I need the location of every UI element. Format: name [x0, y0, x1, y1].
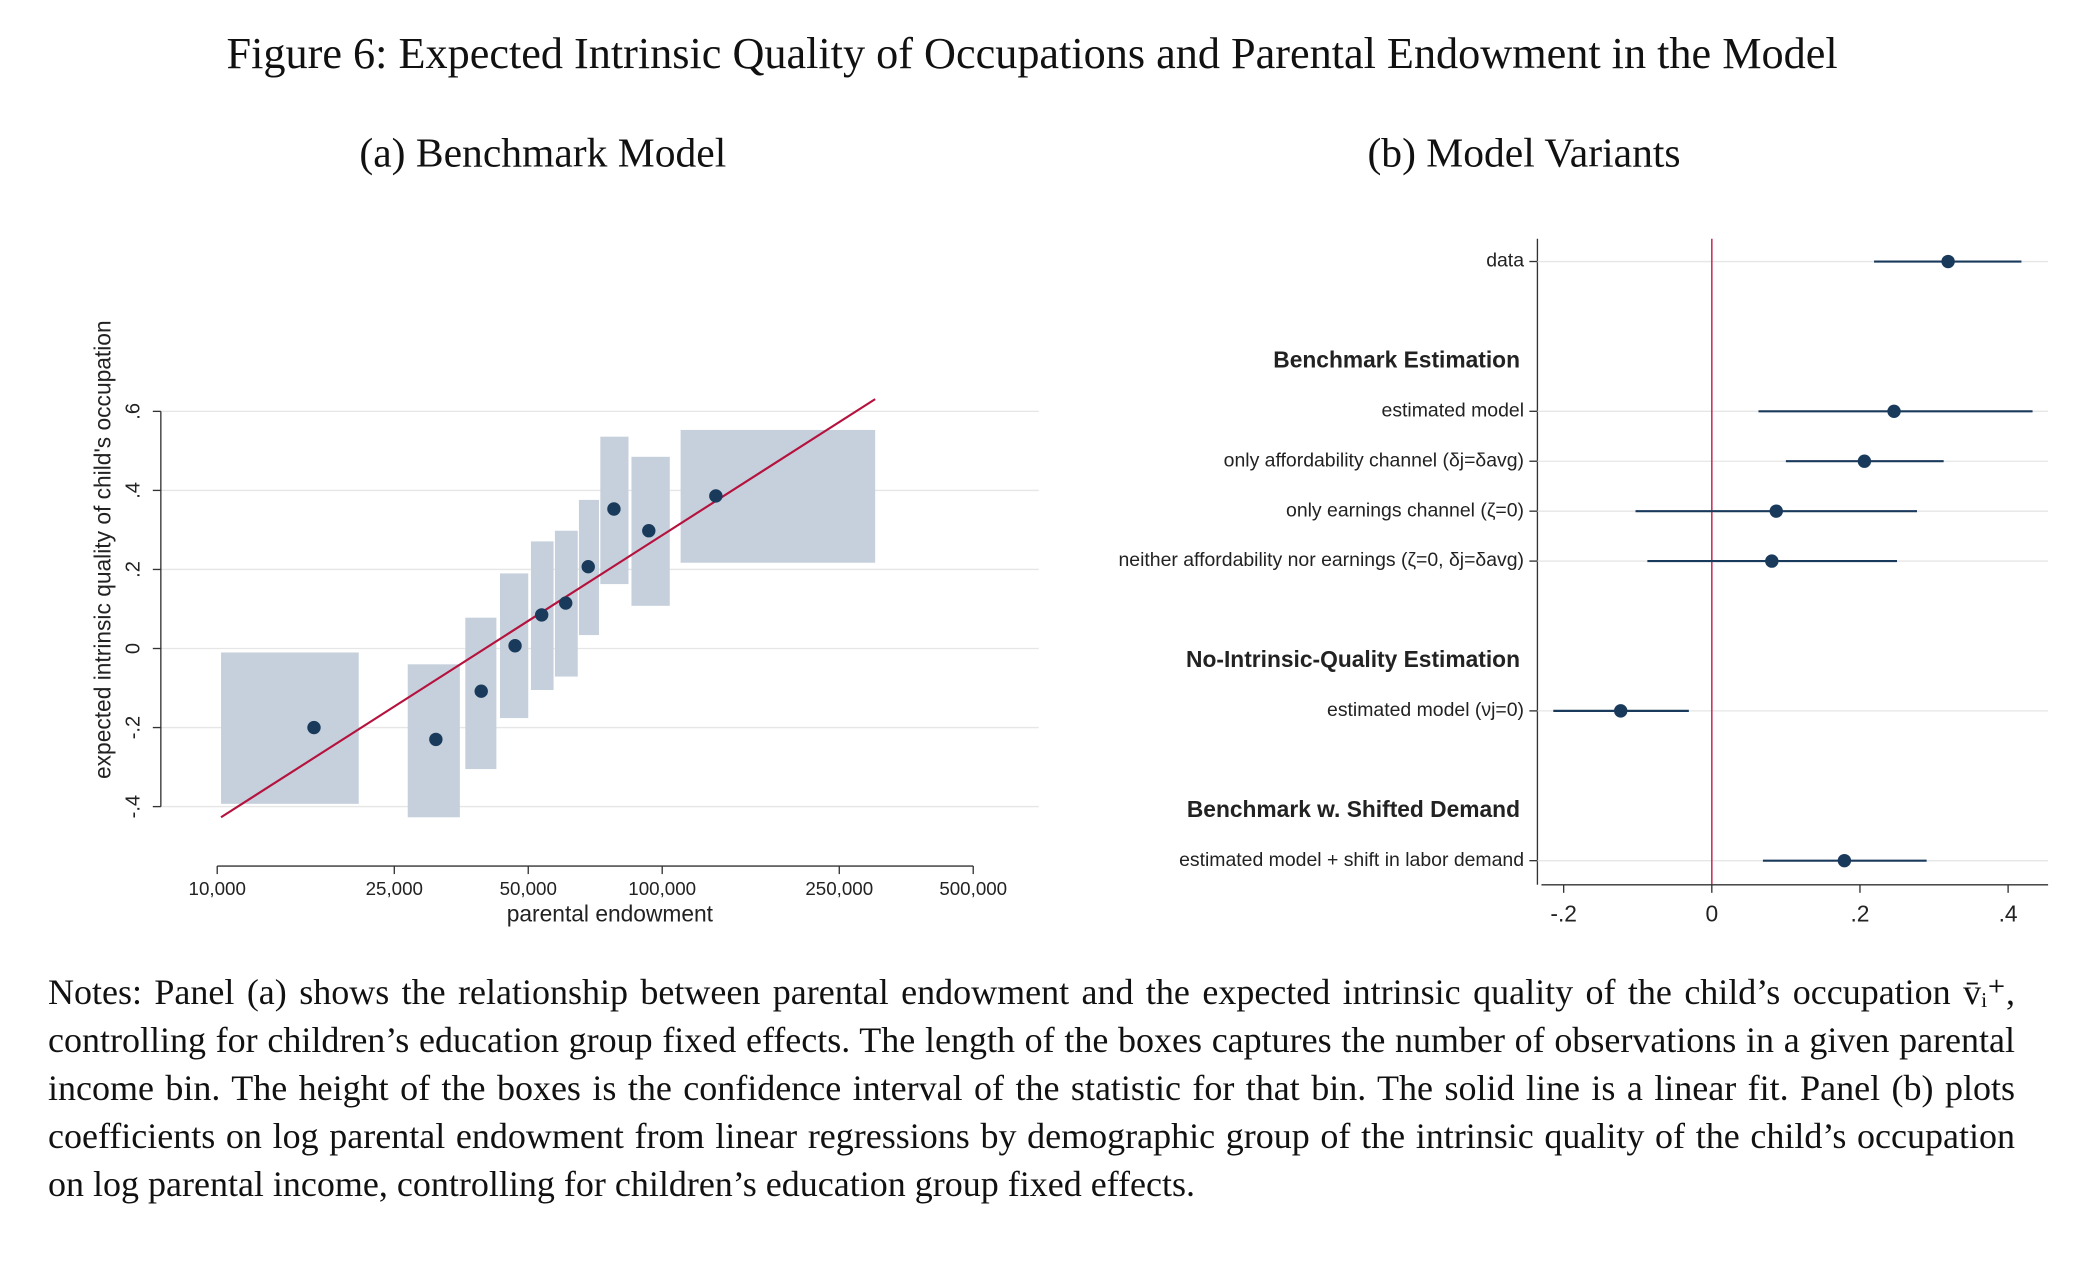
point: [581, 559, 595, 574]
x-tick-label: .4: [1999, 901, 2018, 927]
point: [508, 639, 522, 653]
y-tick-label: .4: [122, 482, 144, 499]
x-tick-label: 25,000: [366, 878, 423, 899]
point: [642, 524, 656, 538]
x-axis-title: parental endowment: [507, 901, 714, 927]
figure-title: Figure 6: Expected Intrinsic Quality of …: [227, 29, 1838, 78]
x-tick-label: -.2: [1550, 901, 1577, 927]
point: [534, 608, 549, 622]
point: [429, 732, 443, 747]
group-header: Benchmark w. Shifted Demand: [1187, 796, 1520, 822]
group-header: No-Intrinsic-Quality Estimation: [1186, 646, 1520, 672]
x-tick-label: .2: [1850, 901, 1869, 927]
y-tick-label: only earnings channel (ζ=0): [1286, 499, 1524, 521]
point: [559, 596, 573, 610]
y-tick-label: estimated model + shift in labor demand: [1179, 849, 1524, 871]
point: [1941, 254, 1955, 269]
panel-title: (a) Benchmark Model: [359, 129, 726, 176]
point: [607, 502, 621, 516]
x-tick-label: 10,000: [189, 878, 246, 899]
panel-title: (b) Model Variants: [1367, 129, 1680, 176]
fit-line: [220, 398, 876, 819]
notes: Notes: Panel (a) shows the relationship …: [48, 972, 2015, 1204]
y-tick-label: -.4: [122, 795, 144, 818]
group-header: Benchmark Estimation: [1273, 346, 1520, 372]
y-tick-label: neither affordability nor earnings (ζ=0,…: [1118, 549, 1524, 571]
x-tick-label: 100,000: [628, 878, 696, 899]
x-tick-label: 250,000: [805, 878, 873, 899]
point: [1837, 853, 1852, 868]
point: [1769, 504, 1783, 518]
point: [474, 684, 488, 698]
y-axis-title: expected intrinsic quality of child's oc…: [90, 320, 116, 779]
point: [709, 489, 723, 503]
point: [1613, 704, 1628, 718]
y-tick-label: only affordability channel (δj=δavg): [1224, 449, 1524, 471]
y-tick-label: .2: [122, 561, 144, 578]
y-tick-label: 0: [122, 643, 144, 654]
y-tick-label: estimated model (νj=0): [1327, 699, 1524, 721]
point: [1887, 404, 1901, 419]
y-tick-label: .6: [122, 403, 144, 420]
x-tick-label: 500,000: [939, 878, 1007, 899]
ci-box: [221, 652, 359, 804]
y-tick-label: data: [1486, 250, 1524, 272]
figure: Figure 6: Expected Intrinsic Quality of …: [90, 29, 2049, 927]
y-tick-label: -.2: [122, 716, 144, 739]
point: [307, 720, 321, 735]
y-tick-label: estimated model: [1382, 399, 1525, 421]
point: [1857, 454, 1872, 468]
x-tick-label: 0: [1705, 901, 1718, 927]
x-tick-label: 50,000: [500, 878, 557, 899]
point: [1765, 554, 1779, 568]
